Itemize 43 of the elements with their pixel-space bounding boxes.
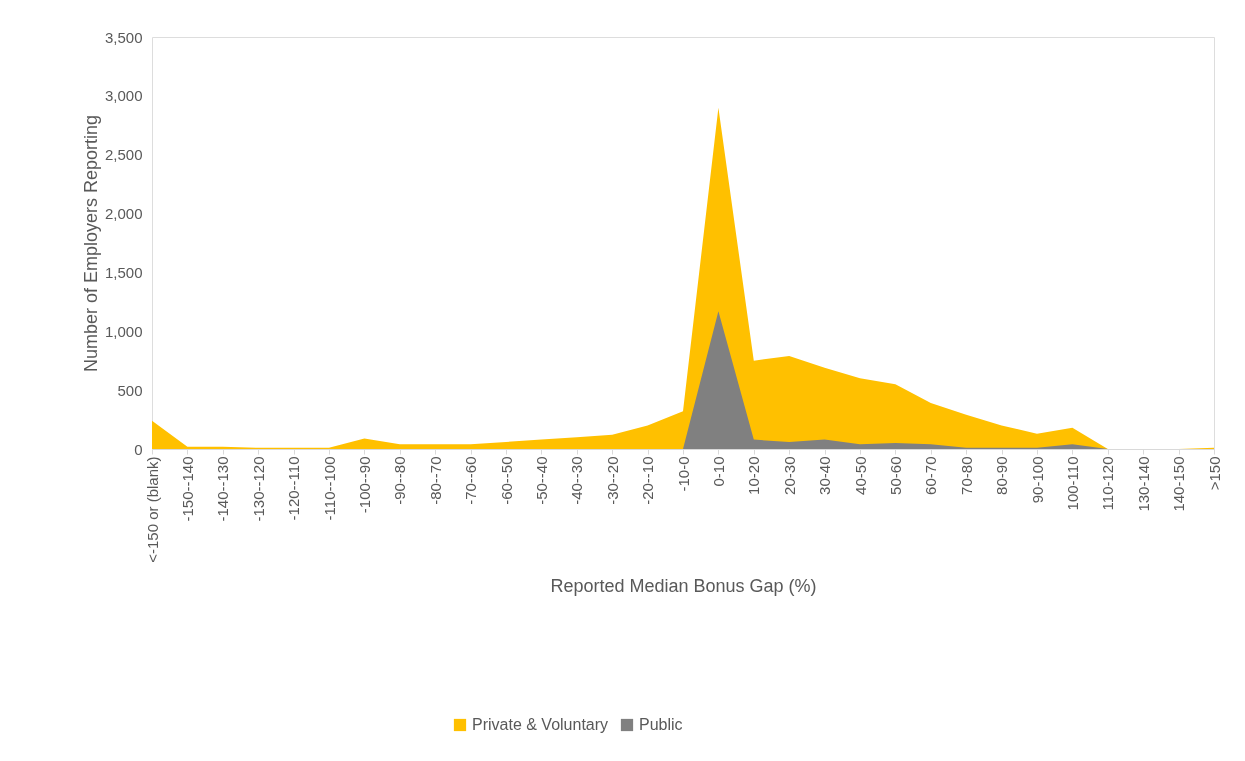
- y-tick-label: 3,000: [104, 87, 143, 105]
- x-tick-label: >150: [1205, 456, 1223, 491]
- y-tick-label: 3,500: [104, 28, 143, 46]
- x-tick-label: 20-30: [780, 456, 798, 495]
- x-tick-label: -130--120: [249, 456, 267, 522]
- x-tick-label: -20--10: [639, 456, 657, 505]
- x-tick-label: 10-20: [745, 456, 763, 495]
- y-tick-label: 2,000: [104, 205, 143, 223]
- y-tick-label: 500: [117, 381, 143, 399]
- x-tick-label: 40-50: [851, 456, 869, 495]
- x-tick-label: 70-80: [957, 456, 975, 495]
- x-tick-label: -110--100: [320, 456, 338, 521]
- x-tick-label: 50-60: [886, 456, 904, 495]
- x-tick-label: -40--30: [568, 456, 586, 505]
- x-tick-label: -10-0: [674, 456, 692, 492]
- x-tick-label: 80-90: [993, 456, 1011, 495]
- x-tick-label: 90-100: [1028, 456, 1046, 504]
- x-tick-label: -50--40: [532, 456, 550, 505]
- x-tick-label: 110-120: [1099, 456, 1117, 511]
- x-tick-label: <-150 or (blank): [143, 456, 161, 563]
- x-tick-label: 0-10: [709, 456, 727, 487]
- x-tick-label: 140-150: [1170, 456, 1188, 512]
- y-tick-label: 1,500: [104, 263, 143, 281]
- x-tick-label: -70--60: [462, 456, 480, 505]
- x-tick-label: 130-140: [1134, 456, 1152, 512]
- legend-label: Private & Voluntary: [472, 716, 609, 733]
- x-tick-label: -150--140: [178, 456, 196, 522]
- x-tick-label: -90--80: [391, 456, 409, 505]
- x-tick-label: -100--90: [355, 456, 373, 514]
- y-tick-label: 2,500: [104, 146, 143, 164]
- x-tick-label: 30-40: [816, 456, 834, 495]
- x-tick-label: -120--110: [285, 456, 303, 521]
- x-tick-label: -140--130: [214, 456, 232, 522]
- y-tick-label: 0: [134, 440, 143, 458]
- x-tick-label: 100-110: [1063, 456, 1081, 511]
- y-tick-label: 1,000: [104, 322, 143, 340]
- x-tick-label: -30--20: [603, 456, 621, 505]
- x-tick-label: -80--70: [426, 456, 444, 505]
- x-axis-title: Reported Median Bonus Gap (%): [550, 575, 817, 596]
- y-axis-title: Number of Employers Reporting: [80, 114, 101, 373]
- legend-label: Public: [639, 716, 683, 733]
- x-tick-label: -60--50: [497, 456, 515, 505]
- x-tick-label: 60-70: [922, 456, 940, 495]
